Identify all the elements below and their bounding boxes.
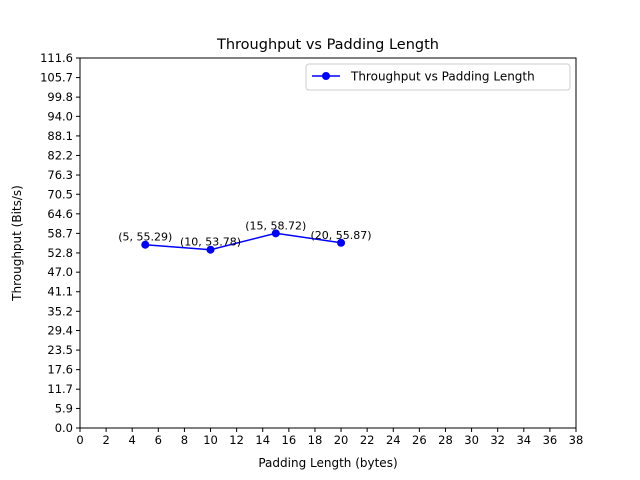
y-tick-label: 82.2 (47, 148, 73, 162)
x-tick-label: 20 (334, 433, 349, 447)
x-tick-label: 24 (386, 433, 401, 447)
y-axis-ticks: 0.0 5.9 11.7 17.6 23.5 29.4 35.2 41.1 47.0 52.8 58… (40, 51, 80, 435)
y-tick-label: 17.6 (47, 363, 73, 377)
x-axis-ticks: 0 2 4 6 8 10 12 14 16 18 20 22 24 26 28 30 32 34 36 38 (76, 428, 583, 447)
y-tick-label: 88.1 (47, 129, 73, 143)
y-tick-label: 70.5 (47, 187, 73, 201)
y-tick-label: 11.7 (47, 382, 73, 396)
legend-marker (322, 72, 330, 80)
x-tick-label: 12 (229, 433, 244, 447)
data-point (271, 229, 280, 238)
x-tick-label: 30 (464, 433, 479, 447)
x-tick-label: 4 (129, 433, 136, 447)
axes-frame (79, 57, 577, 429)
y-tick-label: 47.0 (47, 265, 73, 279)
x-tick-label: 0 (76, 433, 83, 447)
x-tick-label: 8 (181, 433, 188, 447)
data-point-label: (15, 58.72) (245, 219, 306, 232)
data-point (141, 240, 150, 249)
legend-label: Throughput vs Padding Length (350, 70, 535, 84)
legend-box (305, 63, 571, 91)
series-layer (141, 229, 346, 254)
x-tick-label: 18 (308, 433, 323, 447)
series-line (145, 232, 342, 251)
x-tick-label: 14 (255, 433, 270, 447)
y-tick-label: 41.1 (47, 285, 73, 299)
y-tick-label: 0.0 (55, 421, 73, 435)
x-tick-label: 32 (490, 433, 505, 447)
chart-title: Throughput vs Padding Length (216, 37, 439, 53)
y-tick-label: 35.2 (47, 304, 73, 318)
y-tick-label: 29.4 (47, 324, 73, 338)
x-tick-label: 6 (155, 433, 162, 447)
x-tick-label: 28 (438, 433, 453, 447)
y-axis-label: Throughput (Bits/s) (10, 185, 24, 302)
plot-area (80, 58, 576, 428)
y-tick-label: 64.6 (47, 207, 73, 221)
data-point (206, 245, 215, 254)
x-tick-label: 2 (102, 433, 109, 447)
y-tick-label: 111.6 (40, 51, 73, 65)
x-tick-label: 38 (569, 433, 584, 447)
y-tick-label: 52.8 (47, 246, 73, 260)
legend: Throughput vs Padding Length (305, 63, 571, 91)
y-tick-label: 5.9 (55, 401, 73, 415)
y-tick-label: 94.0 (47, 109, 73, 123)
y-tick-label: 105.7 (40, 71, 73, 85)
x-tick-label: 26 (412, 433, 427, 447)
data-labels: (5, 55.29) (10, 53.78) (15, 58.72) (20, 55.… (118, 219, 371, 248)
y-tick-label: 23.5 (47, 343, 73, 357)
x-tick-label: 16 (282, 433, 297, 447)
x-tick-label: 10 (203, 433, 218, 447)
data-point-label: (20, 55.87) (311, 229, 372, 242)
data-point (337, 238, 346, 247)
x-tick-label: 34 (516, 433, 531, 447)
y-tick-label: 99.8 (47, 90, 73, 104)
y-tick-label: 58.7 (47, 226, 73, 240)
x-axis-label: Padding Length (bytes) (258, 456, 397, 470)
data-point-label: (10, 53.78) (180, 236, 241, 249)
x-tick-label: 36 (543, 433, 558, 447)
x-tick-label: 22 (360, 433, 375, 447)
data-point-label: (5, 55.29) (118, 231, 172, 244)
y-tick-label: 76.3 (47, 168, 73, 182)
